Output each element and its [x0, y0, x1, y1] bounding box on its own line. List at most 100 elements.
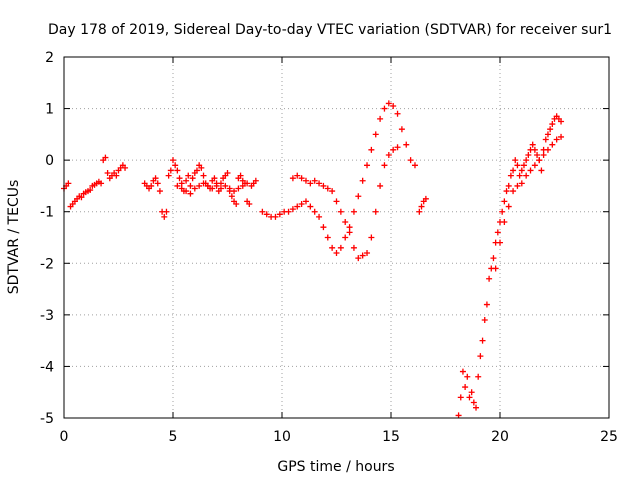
data-points: [61, 100, 565, 419]
data-point: [359, 252, 366, 259]
data-point: [455, 412, 462, 419]
y-tick-label: -5: [40, 411, 54, 427]
data-point: [505, 203, 512, 210]
data-point: [534, 151, 541, 158]
data-point: [239, 182, 246, 189]
data-point: [473, 404, 480, 411]
data-point: [228, 193, 235, 200]
data-point: [512, 157, 519, 164]
y-tick-label: -3: [40, 308, 54, 324]
data-point: [198, 164, 205, 171]
data-point: [311, 208, 318, 215]
series-segment-midday: [259, 100, 418, 256]
data-point: [320, 182, 327, 189]
data-point: [244, 180, 251, 187]
data-point: [418, 203, 425, 210]
data-point: [501, 219, 508, 226]
data-point: [531, 162, 538, 169]
tick-labels: 0 5 10 15 20 25 -5 -4 -3 -2 -1 0 1 2: [40, 50, 618, 445]
data-point: [523, 172, 530, 179]
data-point: [174, 167, 181, 174]
data-point: [510, 167, 517, 174]
data-point: [499, 208, 506, 215]
data-point: [536, 157, 543, 164]
data-point: [246, 200, 253, 207]
series-segment-afternoon: [416, 195, 429, 215]
data-point: [390, 102, 397, 109]
data-point: [161, 213, 168, 220]
data-point: [233, 200, 240, 207]
data-point: [222, 182, 229, 189]
data-point: [237, 172, 244, 179]
data-point: [364, 249, 371, 256]
data-point: [104, 170, 111, 177]
series-segment-evening: [455, 113, 565, 419]
data-point: [364, 162, 371, 169]
data-point: [294, 172, 301, 179]
data-point: [289, 206, 296, 213]
data-point: [403, 141, 410, 148]
data-point: [503, 188, 510, 195]
data-point: [178, 185, 185, 192]
data-point: [187, 182, 194, 189]
data-point: [311, 177, 318, 184]
data-point: [183, 177, 190, 184]
data-point: [329, 244, 336, 251]
data-point: [316, 213, 323, 220]
grid-lines: [64, 57, 609, 418]
data-point: [377, 115, 384, 122]
data-point: [196, 182, 203, 189]
data-point: [359, 177, 366, 184]
data-point: [329, 188, 336, 195]
x-tick-label: 0: [60, 429, 69, 445]
data-point: [520, 162, 527, 169]
data-point: [457, 394, 464, 401]
data-point: [372, 131, 379, 138]
data-point: [170, 157, 176, 164]
data-point: [494, 229, 501, 236]
data-point: [540, 151, 547, 158]
data-point: [372, 208, 379, 215]
data-point: [148, 182, 155, 189]
data-point: [272, 213, 279, 220]
data-point: [479, 337, 486, 344]
y-axis-label: SDTVAR / TECUs: [6, 180, 22, 295]
data-point: [252, 177, 259, 184]
x-tick-label: 10: [273, 429, 291, 445]
data-point: [505, 182, 512, 189]
data-point: [154, 180, 161, 187]
data-point: [514, 182, 521, 189]
data-point: [501, 198, 508, 205]
data-point: [385, 100, 392, 107]
series-segment-morning-lower: [174, 180, 251, 197]
data-point: [553, 136, 560, 143]
data-point: [381, 162, 388, 169]
x-tick-label: 5: [169, 429, 178, 445]
data-point: [531, 146, 538, 153]
data-point: [507, 172, 514, 179]
data-point: [316, 180, 323, 187]
data-point: [544, 146, 551, 153]
data-point: [514, 162, 521, 169]
data-point: [558, 118, 565, 125]
data-point: [307, 180, 314, 187]
data-point: [516, 172, 523, 179]
series-segment-early-morning: [61, 154, 129, 210]
data-point: [263, 211, 270, 218]
data-point: [294, 203, 301, 210]
data-point: [122, 164, 129, 171]
data-point: [346, 224, 353, 231]
axis-ticks: [63, 56, 610, 419]
y-tick-label: -1: [40, 205, 54, 221]
data-point: [518, 180, 525, 187]
data-point: [486, 275, 493, 282]
data-point: [285, 208, 292, 215]
data-point: [483, 301, 490, 308]
data-point: [189, 175, 196, 182]
x-tick-label: 20: [491, 429, 509, 445]
data-point: [209, 185, 216, 192]
data-point: [468, 389, 475, 396]
data-point: [185, 172, 192, 179]
data-point: [549, 141, 556, 148]
